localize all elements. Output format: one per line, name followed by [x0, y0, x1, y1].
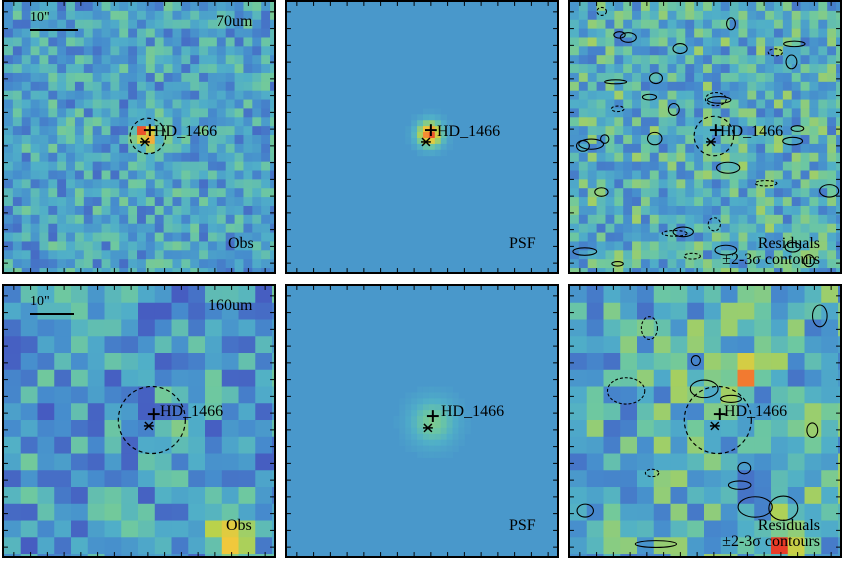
obs-70um-panel: 10" 70um HD_1466 Obs [2, 0, 276, 274]
obs-160um-image [4, 286, 274, 556]
psf-160um-image [287, 286, 557, 556]
target-label-psf70: HD_1466 [437, 123, 501, 140]
panel-label-res160: Residuals [757, 517, 820, 534]
target-label-obs70: HD_1466 [154, 123, 218, 140]
target-label-res70: HD_1466 [720, 123, 784, 140]
panel-label-obs160: Obs [226, 517, 252, 534]
psf-70um-image [287, 2, 557, 272]
residual-70um-panel: HD_1466 Residuals ±2-3σ contours [568, 0, 842, 274]
scale-bar-70 [30, 29, 78, 31]
obs-70um-image [4, 2, 274, 272]
target-label-res160: HD_1466 [724, 403, 788, 420]
residual-70um-image [570, 2, 840, 272]
psf-160um-panel: HD_1466 PSF [285, 284, 559, 558]
obs-160um-panel: 10" 160um HD_1466 Obs [2, 284, 276, 558]
scale-bar-label-70: 10" [30, 10, 50, 25]
target-label-psf160: HD_1466 [441, 403, 505, 420]
residual-160um-image [570, 286, 840, 556]
panel-sublabel-res160: ±2-3σ contours [722, 533, 820, 550]
target-label-obs160: HD_1466 [160, 403, 224, 420]
scale-bar-label-160: 10" [30, 294, 50, 309]
panel-label-obs70: Obs [228, 235, 254, 252]
wavelength-label-160: 160um [208, 297, 253, 314]
wavelength-label-70: 70um [216, 13, 253, 30]
panel-sublabel-res70: ±2-3σ contours [722, 251, 820, 268]
scale-bar-160 [30, 313, 74, 315]
panel-label-psf70: PSF [509, 235, 536, 252]
panel-label-res70: Residuals [757, 235, 820, 252]
residual-160um-panel: HD_1466 Residuals ±2-3σ contours [568, 284, 842, 558]
psf-70um-panel: HD_1466 PSF [285, 0, 559, 274]
panel-label-psf160: PSF [509, 517, 536, 534]
